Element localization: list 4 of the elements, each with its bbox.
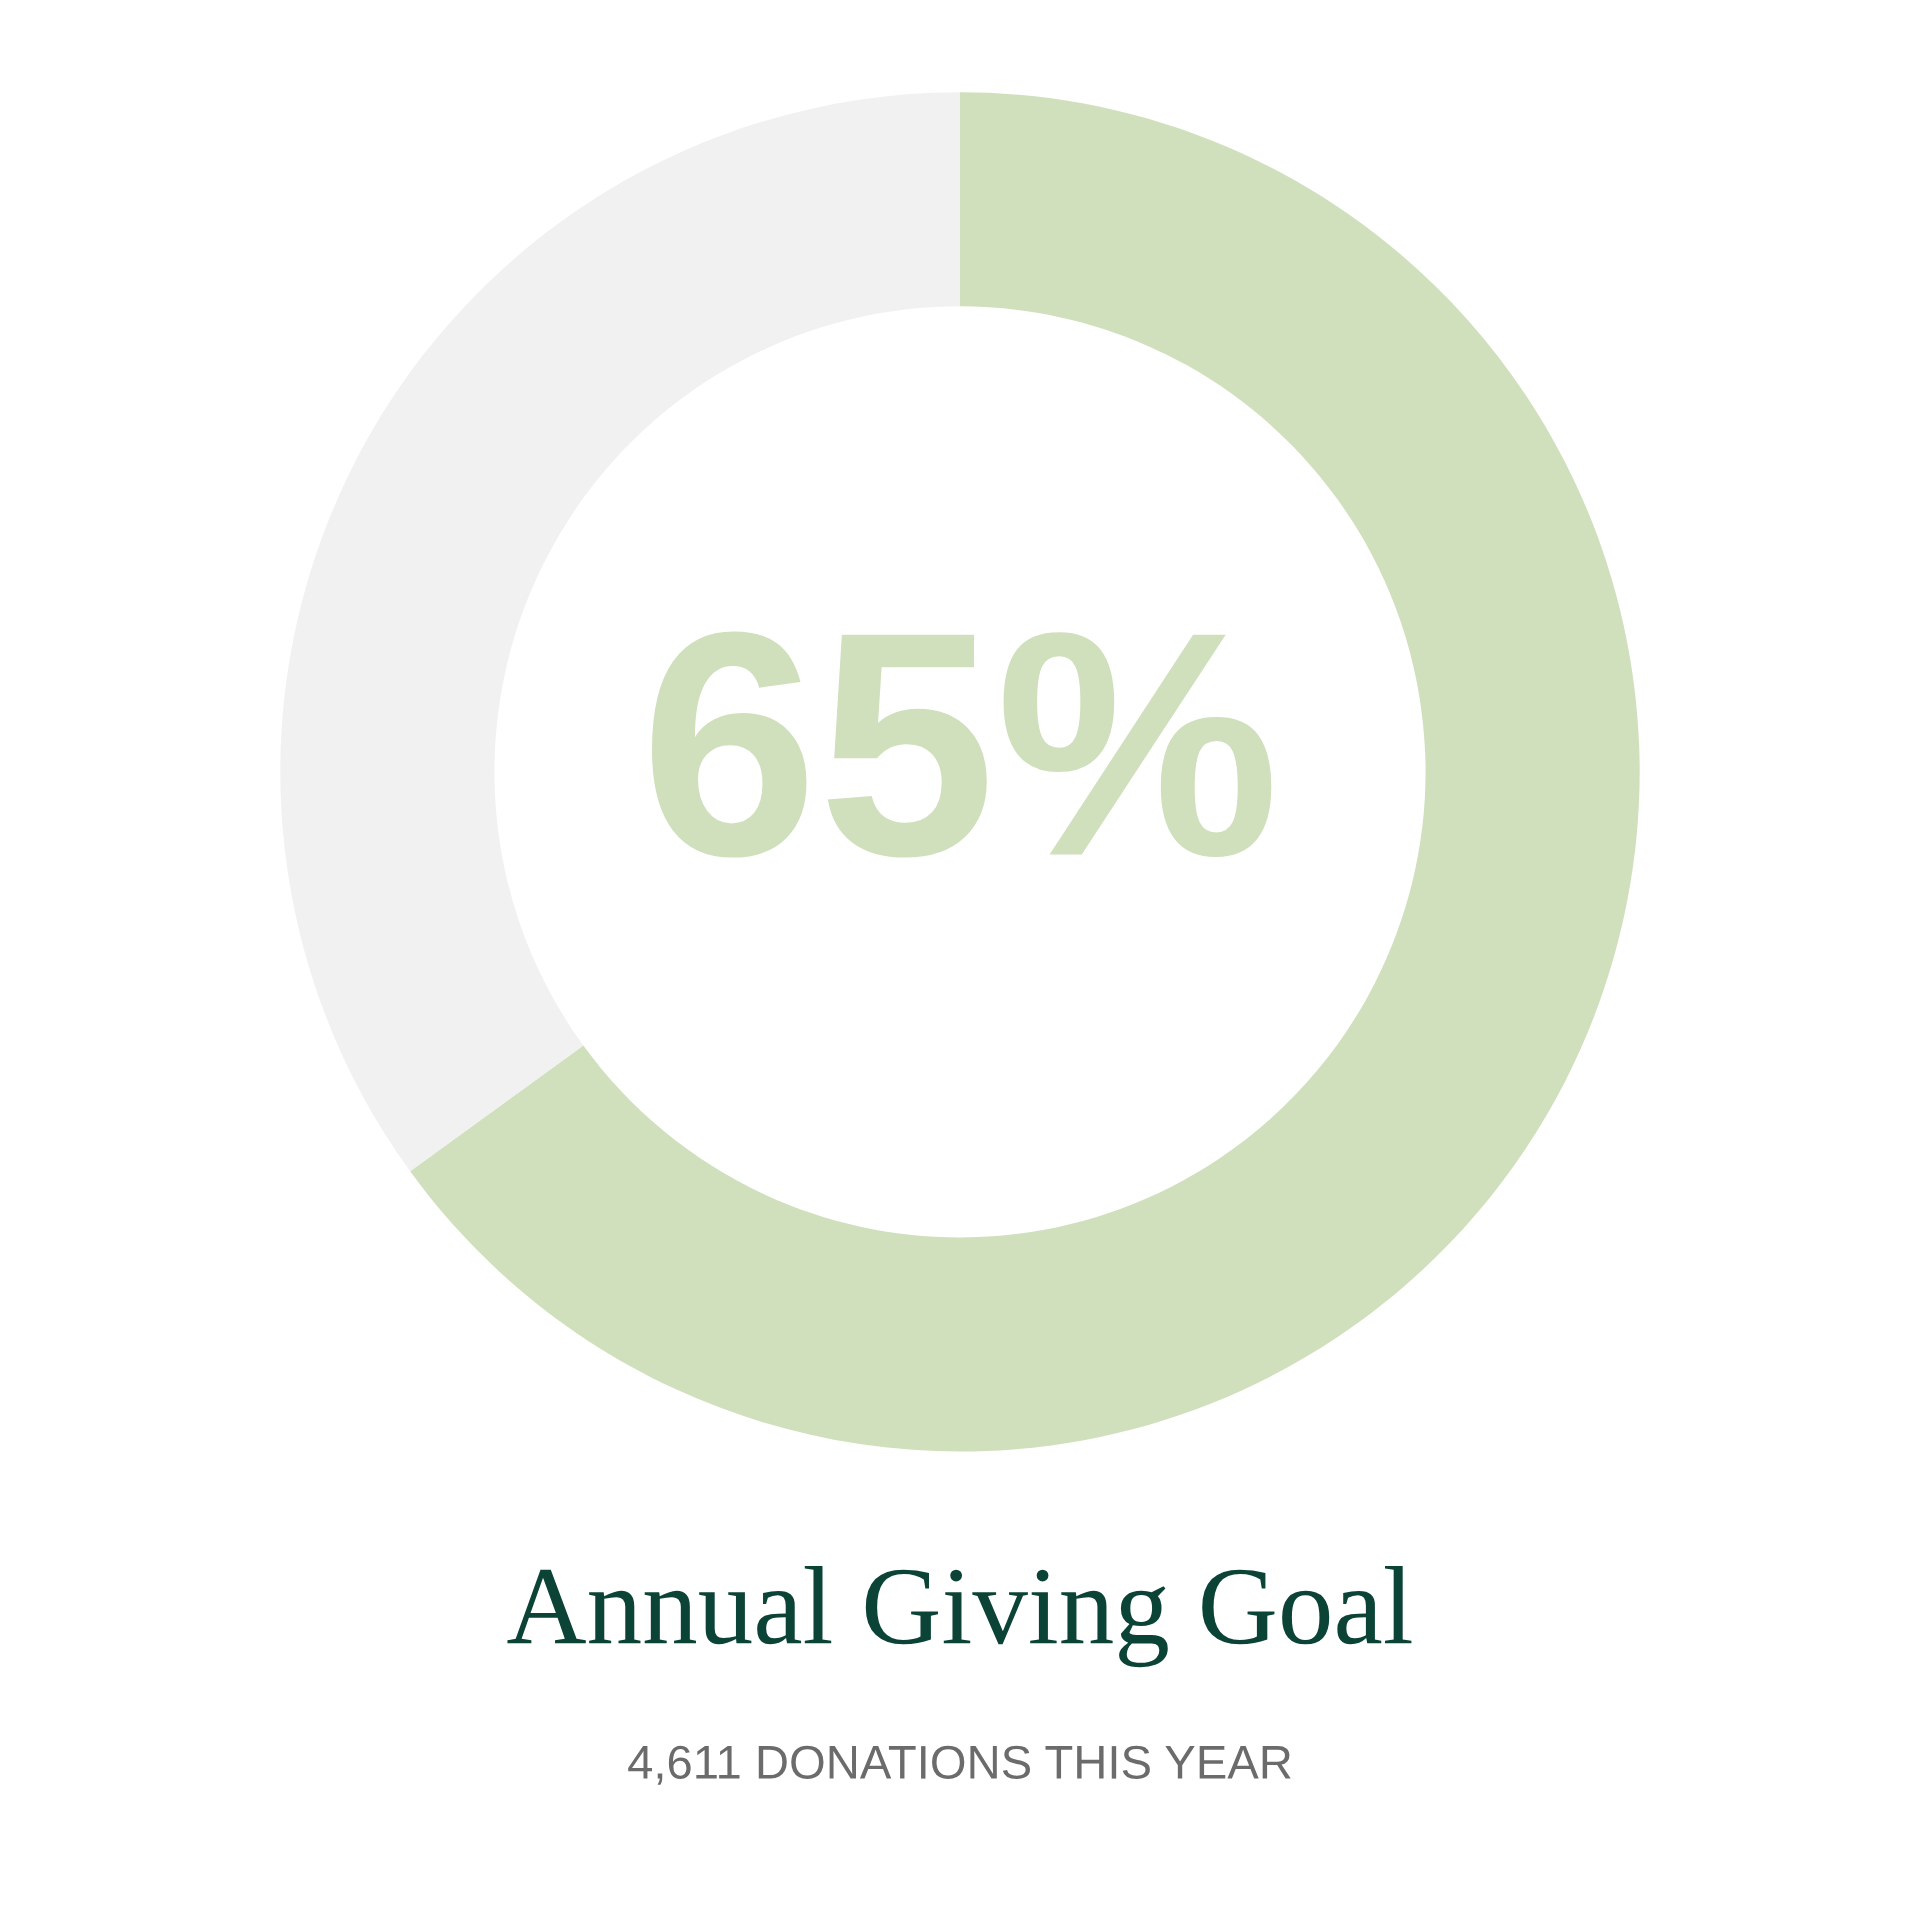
text: 4,611 DONATIONS THIS YEAR (628, 1745, 1291, 1785)
text: Annual Giving Goal (507, 1566, 1412, 1668)
donut-slice (410, 92, 1640, 1452)
text: 65% (652, 631, 1272, 858)
